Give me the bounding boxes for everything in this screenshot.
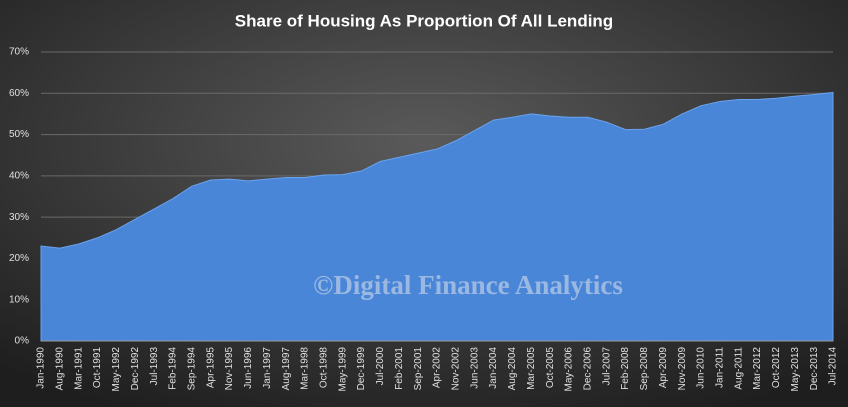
x-tick-label: Jul-2000 bbox=[375, 347, 386, 386]
y-tick-label: 50% bbox=[9, 129, 29, 140]
x-tick-label: Nov-1995 bbox=[224, 347, 235, 391]
x-tick-label: Jan-1997 bbox=[262, 347, 273, 389]
chart-title: Share of Housing As Proportion Of All Le… bbox=[235, 11, 613, 30]
x-tick-label: Mar-2005 bbox=[526, 347, 537, 390]
x-tick-label: Oct-1998 bbox=[318, 347, 329, 389]
x-tick-label: Nov-2002 bbox=[450, 347, 461, 391]
x-tick-label: May-2006 bbox=[564, 347, 575, 392]
x-tick-label: Feb-2008 bbox=[620, 347, 631, 390]
x-tick-label: Jan-2004 bbox=[488, 347, 499, 389]
x-tick-label: Aug-2011 bbox=[733, 347, 744, 390]
x-tick-label: Mar-1998 bbox=[300, 347, 311, 390]
y-tick-label: 70% bbox=[9, 47, 29, 58]
x-tick-label: Jul-2007 bbox=[601, 347, 612, 386]
y-tick-label: 20% bbox=[9, 253, 29, 264]
y-tick-label: 40% bbox=[9, 170, 29, 181]
x-tick-label: Aug-1997 bbox=[281, 347, 292, 391]
y-tick-label: 60% bbox=[9, 88, 29, 99]
x-tick-label: Aug-1990 bbox=[54, 347, 65, 391]
y-tick-label: 0% bbox=[15, 336, 30, 347]
x-tick-label: Apr-1995 bbox=[205, 347, 216, 389]
area bbox=[40, 91, 834, 342]
x-tick-label: Apr-2009 bbox=[658, 347, 669, 389]
x-tick-label: Jun-1996 bbox=[243, 347, 254, 389]
x-tick-label: Apr-2002 bbox=[432, 347, 443, 389]
x-tick-label: Sep-2001 bbox=[413, 347, 424, 391]
x-tick-label: Dec-1999 bbox=[356, 347, 367, 391]
x-tick-label: Jul-2014 bbox=[828, 347, 839, 386]
x-tick-label: May-2013 bbox=[790, 347, 801, 392]
x-tick-label: Sep-1994 bbox=[186, 347, 197, 391]
x-tick-label: Dec-2006 bbox=[582, 347, 593, 391]
x-tick-label: Dec-2013 bbox=[809, 347, 820, 391]
x-tick-label: Jul-1993 bbox=[149, 347, 160, 386]
x-tick-label: Oct-2012 bbox=[771, 347, 782, 389]
x-tick-label: May-1999 bbox=[337, 347, 348, 392]
x-tick-label: Jun-2003 bbox=[469, 347, 480, 389]
y-tick-label: 30% bbox=[9, 212, 29, 223]
x-tick-label: Feb-1994 bbox=[168, 347, 179, 390]
x-tick-label: Jan-1990 bbox=[36, 347, 47, 389]
x-tick-label: Oct-1991 bbox=[92, 347, 103, 389]
x-tick-label: May-1992 bbox=[111, 347, 122, 392]
watermark: ©Digital Finance Analytics bbox=[313, 270, 623, 300]
x-tick-label: Jan-2011 bbox=[714, 347, 725, 388]
x-tick-label: Mar-1991 bbox=[73, 347, 84, 390]
y-tick-label: 10% bbox=[9, 294, 29, 305]
x-tick-label: Aug-2004 bbox=[507, 347, 518, 391]
x-tick-label: Feb-2001 bbox=[394, 347, 405, 390]
x-tick-label: Nov-2009 bbox=[677, 347, 688, 391]
x-tick-label: Mar-2012 bbox=[752, 347, 763, 390]
x-tick-label: Jun-2010 bbox=[696, 347, 707, 389]
x-tick-label: Oct-2005 bbox=[545, 347, 556, 389]
x-tick-label: Dec-1992 bbox=[130, 347, 141, 391]
x-tick-label: Sep-2008 bbox=[639, 347, 650, 391]
